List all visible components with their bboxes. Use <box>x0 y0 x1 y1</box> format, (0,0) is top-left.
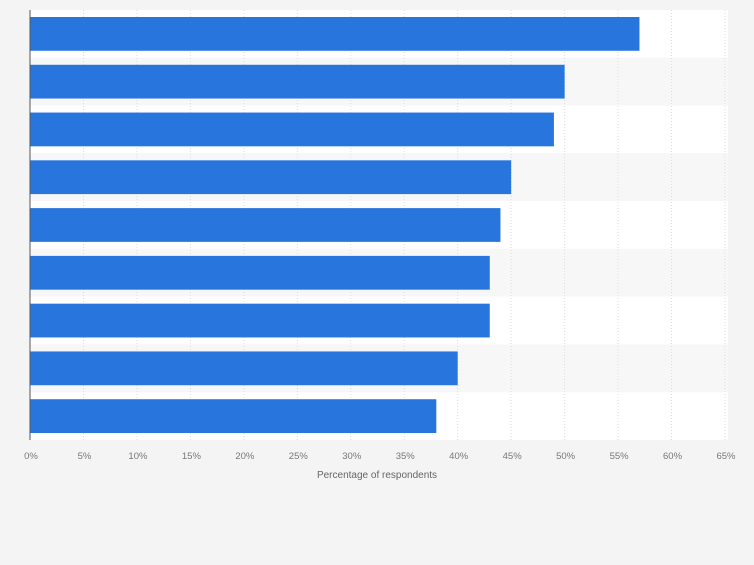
x-tick-label: 65% <box>716 451 736 462</box>
x-tick-label: 50% <box>556 451 576 462</box>
x-tick-label: 5% <box>78 451 92 462</box>
bar[interactable] <box>30 17 640 51</box>
bar[interactable] <box>30 64 565 99</box>
bar[interactable] <box>30 351 458 386</box>
x-tick-label: 45% <box>503 451 523 462</box>
bar[interactable] <box>30 255 490 290</box>
x-tick-label: 0% <box>24 451 38 462</box>
x-tick-label: 30% <box>342 451 362 462</box>
bar[interactable] <box>30 208 501 242</box>
bar[interactable] <box>30 399 437 433</box>
x-axis-label: Percentage of respondents <box>317 470 437 481</box>
x-tick-label: 15% <box>182 451 202 462</box>
x-tick-label: 20% <box>235 451 255 462</box>
x-tick-label: 55% <box>610 451 630 462</box>
bar[interactable] <box>30 112 554 147</box>
x-tick-label: 10% <box>128 451 148 462</box>
x-tick-label: 60% <box>663 451 683 462</box>
bar[interactable] <box>30 160 512 195</box>
bar[interactable] <box>30 303 490 338</box>
x-tick-label: 40% <box>449 451 469 462</box>
x-tick-label: 35% <box>396 451 416 462</box>
x-tick-label: 25% <box>289 451 309 462</box>
